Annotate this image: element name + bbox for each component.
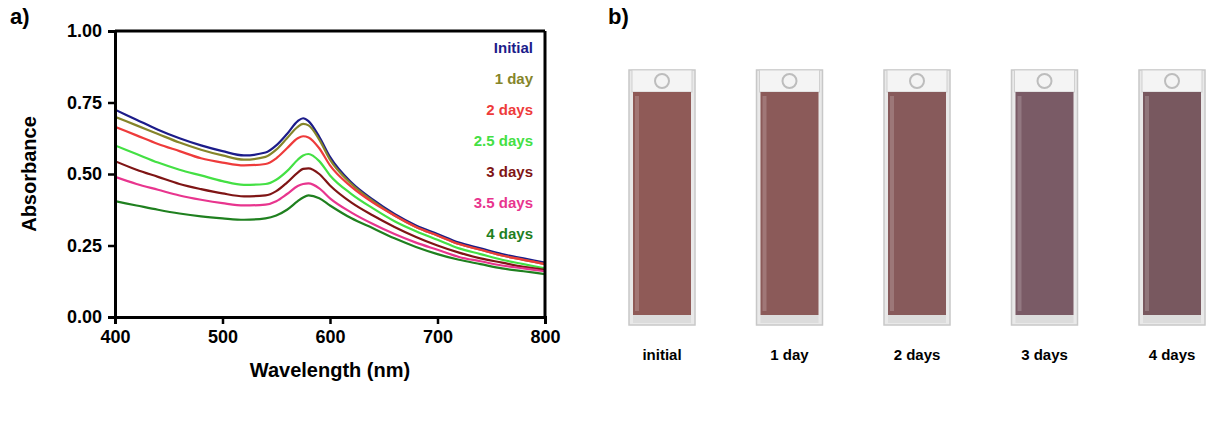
tick: 800: [530, 317, 560, 347]
cuvette-base: [888, 315, 946, 323]
cuvette: [884, 70, 950, 325]
tick-label: 800: [530, 327, 560, 347]
cuvette-glass: [1012, 70, 1078, 325]
legend-entry: 2.5 days: [474, 132, 533, 149]
tick-mark: [108, 173, 115, 176]
tick-mark: [437, 317, 440, 324]
cuvette: [629, 70, 695, 325]
tick-mark: [544, 317, 547, 324]
legend-entry: 2 days: [486, 101, 533, 118]
cap-logo: [783, 74, 797, 88]
cap-logo: [1165, 74, 1179, 88]
tick: 600: [315, 317, 345, 347]
cuvette-glass: [629, 70, 695, 325]
tick-mark: [108, 30, 115, 33]
photo-label: 2 days: [894, 346, 941, 363]
cuvette-cap: [1015, 70, 1075, 92]
tick: 0.75: [67, 93, 115, 113]
legend-entry: Initial: [494, 39, 533, 56]
tick: 0.25: [67, 236, 115, 256]
legend: Initial 1 day 2 days 2.5 days 3 days 3.5 days…: [474, 39, 534, 242]
cuvette-cap: [887, 70, 947, 92]
cuvette-liquid: [1016, 92, 1074, 315]
cuvette-glass: [884, 70, 950, 325]
tick-mark: [108, 102, 115, 105]
glass-highlight: [1018, 96, 1022, 311]
tick-mark: [329, 317, 332, 324]
tick-mark: [108, 245, 115, 248]
photo-label: 3 days: [1021, 346, 1068, 363]
tick: 0.00: [67, 307, 115, 327]
cuvette-cap: [632, 70, 692, 92]
tick: 400: [100, 317, 130, 347]
tick-label: 700: [423, 327, 453, 347]
cuvette-cap: [1142, 70, 1202, 92]
tick-label: 0.25: [67, 236, 102, 256]
spectrum-line: [115, 177, 545, 271]
x-axis-title: Wavelength (nm): [250, 359, 410, 381]
cuvette-base: [1143, 315, 1201, 323]
y-axis: 0.00 0.25 0.50 0.75 1.00: [67, 21, 116, 327]
frame-line: [544, 31, 547, 317]
cuvette-base: [633, 315, 691, 323]
cuvette: [757, 70, 823, 325]
tick: 0.50: [67, 164, 115, 184]
cuvette-liquid: [1143, 92, 1201, 315]
cuvette-base: [1016, 315, 1074, 323]
cuvette-glass: [757, 70, 823, 325]
x-axis: 400 500 600 700 800: [100, 317, 560, 347]
cuvette-liquid: [888, 92, 946, 315]
glass-highlight: [1145, 96, 1149, 311]
tick-label: 400: [100, 327, 130, 347]
photo-label: 4 days: [1149, 346, 1196, 363]
cuvette-liquid: [633, 92, 691, 315]
tick-label: 600: [315, 327, 345, 347]
cap-logo: [655, 74, 669, 88]
panel-label: a): [10, 4, 30, 29]
figure: a) 400 500 600 700 800 0.00 0.25 0.50 0.75 1.00 Wav…: [0, 0, 1215, 437]
tick-label: 0.50: [67, 164, 102, 184]
glass-highlight: [890, 96, 894, 311]
spectrum-line: [115, 161, 545, 270]
photo-label: initial: [642, 346, 681, 363]
cuvette-cap: [760, 70, 820, 92]
glass-highlight: [635, 96, 639, 311]
tick-label: 500: [208, 327, 238, 347]
tick: 1.00: [67, 21, 115, 41]
tick-label: 1.00: [67, 21, 102, 41]
photo-label: 1 day: [770, 346, 809, 363]
tick-mark: [108, 316, 115, 319]
legend-entry: 3 days: [486, 163, 533, 180]
cap-logo: [910, 74, 924, 88]
glass-highlight: [763, 96, 767, 311]
cuvette: [1139, 70, 1205, 325]
spectrum-line: [115, 117, 545, 264]
legend-entry: 4 days: [486, 225, 533, 242]
cuvette-liquid: [761, 92, 819, 315]
tick-label: 0.00: [67, 307, 102, 327]
cuvette-glass: [1139, 70, 1205, 325]
tick-mark: [222, 317, 225, 324]
panel-label: b): [608, 4, 629, 29]
cuvette: [1012, 70, 1078, 325]
spectrum-line: [115, 145, 545, 268]
tick-label: 0.75: [67, 93, 102, 113]
plot-area: [115, 110, 545, 274]
axis-line: [116, 318, 546, 325]
tick: 500: [208, 317, 238, 347]
cap-logo: [1038, 74, 1052, 88]
cuvette-base: [761, 315, 819, 323]
legend-entry: 1 day: [495, 70, 534, 87]
frame-line: [115, 30, 545, 33]
axis-line: [108, 32, 116, 318]
legend-entry: 3.5 days: [474, 194, 533, 211]
tick: 700: [423, 317, 453, 347]
y-axis-title: Absorbance: [18, 116, 40, 232]
